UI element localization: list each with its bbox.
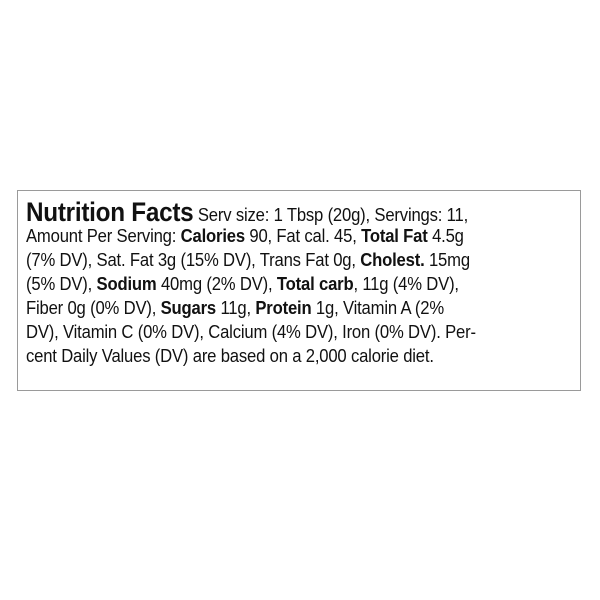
text-line: cent Daily Values (DV) are based on a 2,…: [26, 344, 476, 368]
nutrient-name: Sugars: [160, 297, 217, 318]
nutrient-text: (5% DV),: [26, 273, 97, 294]
nutrition-facts-label: Nutrition Facts Serv size: 1 Tbsp (20g),…: [17, 190, 581, 391]
nutrient-text: 4.5g: [427, 225, 464, 246]
text-line: (7% DV), Sat. Fat 3g (15% DV), Trans Fat…: [26, 248, 476, 272]
nutrient-text: 40mg (2% DV),: [156, 273, 277, 294]
nutrient-name: Calories: [180, 225, 245, 246]
nutrient-text: 15mg: [424, 249, 470, 270]
text-line: DV), Vitamin C (0% DV), Calcium (4% DV),…: [26, 320, 476, 344]
nutrient-text: 90, Fat cal. 45,: [244, 225, 362, 246]
nutrition-text: Nutrition Facts Serv size: 1 Tbsp (20g),…: [26, 197, 526, 368]
nutrient-text: , 11g (4% DV),: [353, 273, 459, 294]
nutrient-text: Amount Per Serving:: [26, 225, 181, 246]
nutrient-text: Fiber 0g (0% DV),: [26, 297, 161, 318]
text-line: Nutrition Facts Serv size: 1 Tbsp (20g),…: [26, 197, 476, 227]
label-title: Nutrition Facts: [26, 197, 194, 227]
nutrient-text: 11g,: [216, 297, 256, 318]
nutrient-text: cent Daily Values (DV) are based on a 2,…: [26, 345, 434, 366]
nutrient-name: Sodium: [96, 273, 157, 294]
text-line: (5% DV), Sodium 40mg (2% DV), Total carb…: [26, 272, 476, 296]
text-line: Amount Per Serving: Calories 90, Fat cal…: [26, 224, 476, 248]
nutrient-name: Cholest.: [360, 249, 425, 270]
text-line: Fiber 0g (0% DV), Sugars 11g, Protein 1g…: [26, 296, 476, 320]
nutrient-text: Serv size: 1 Tbsp (20g), Servings: 11,: [193, 204, 469, 225]
nutrient-name: Total carb: [276, 273, 354, 294]
nutrient-text: DV), Vitamin C (0% DV), Calcium (4% DV),…: [26, 321, 476, 342]
nutrient-text: 1g, Vitamin A (2%: [311, 297, 444, 318]
nutrient-name: Protein: [255, 297, 312, 318]
nutrient-text: (7% DV), Sat. Fat 3g (15% DV), Trans Fat…: [26, 249, 361, 270]
nutrient-name: Total Fat: [361, 225, 428, 246]
